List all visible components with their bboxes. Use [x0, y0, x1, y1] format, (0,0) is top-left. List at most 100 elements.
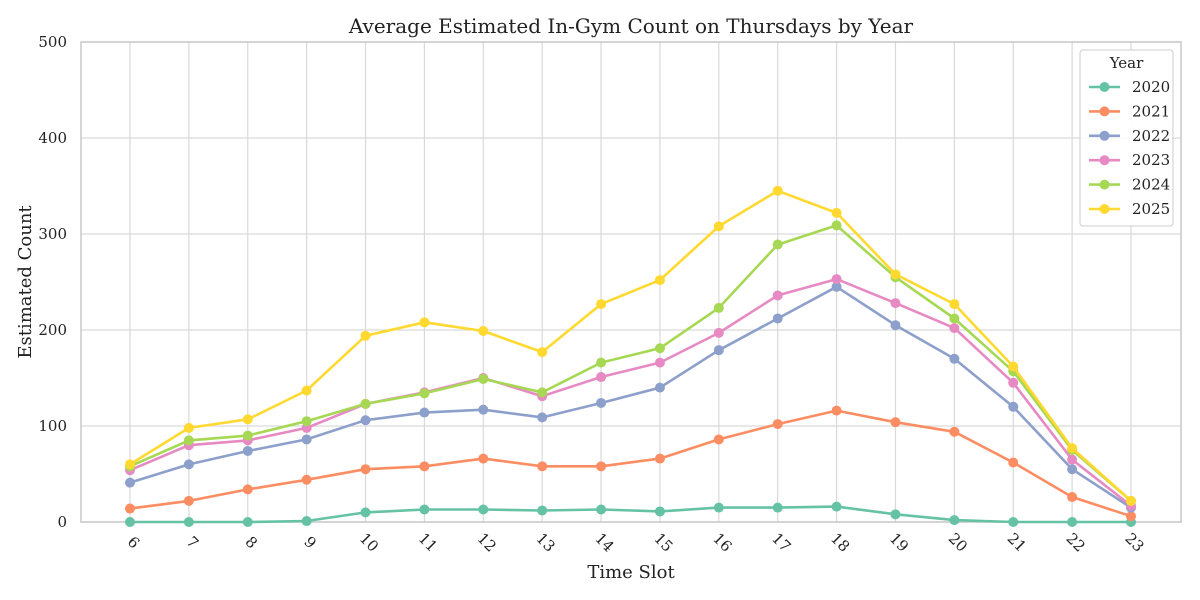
- data-point: [596, 372, 607, 383]
- legend-label: 2025: [1132, 200, 1170, 218]
- data-point: [654, 357, 665, 368]
- data-point: [831, 220, 842, 231]
- data-point: [772, 419, 783, 430]
- data-point: [831, 281, 842, 292]
- y-tick-label: 300: [38, 225, 67, 243]
- plot-frame: [80, 41, 1182, 523]
- series-line: [129, 189, 1132, 502]
- data-point: [478, 325, 489, 336]
- data-point: [242, 430, 253, 441]
- data-point: [654, 506, 665, 517]
- data-point: [949, 299, 960, 310]
- legend-item: 2020: [1089, 78, 1170, 96]
- series-2022: [125, 281, 1136, 513]
- data-point: [537, 461, 548, 472]
- series-line: [129, 409, 1132, 518]
- data-point: [419, 504, 430, 515]
- data-point: [772, 239, 783, 250]
- data-point: [183, 459, 194, 470]
- data-point: [949, 323, 960, 334]
- data-point: [360, 330, 371, 341]
- data-point: [1067, 464, 1078, 475]
- y-tick-label: 100: [38, 417, 67, 435]
- data-point: [949, 515, 960, 526]
- data-point: [301, 434, 312, 445]
- series-2021: [125, 405, 1136, 522]
- data-point: [1067, 492, 1078, 503]
- data-point: [772, 502, 783, 513]
- legend-item: 2023: [1089, 151, 1170, 169]
- data-point: [419, 317, 430, 328]
- data-point: [183, 435, 194, 446]
- legend-item: 2025: [1089, 200, 1170, 218]
- data-point: [183, 517, 194, 527]
- data-point: [1126, 511, 1136, 522]
- data-point: [242, 484, 253, 495]
- data-point: [537, 505, 548, 516]
- legend-label: 2020: [1132, 78, 1170, 96]
- data-point: [125, 477, 135, 488]
- chart-title: Average Estimated In-Gym Count on Thursd…: [348, 14, 914, 38]
- data-point: [360, 464, 371, 475]
- data-point: [242, 445, 253, 456]
- data-point: [419, 461, 430, 472]
- legend-marker: [1099, 155, 1110, 166]
- data-point: [478, 504, 489, 515]
- data-point: [831, 405, 842, 416]
- y-tick-label: 500: [38, 33, 67, 51]
- data-point: [183, 495, 194, 506]
- data-point: [713, 327, 724, 338]
- data-point: [596, 357, 607, 368]
- y-tick-labels: 0 100 200 300 400 500: [38, 33, 67, 531]
- data-point: [772, 290, 783, 301]
- data-point: [242, 414, 253, 425]
- legend-marker: [1099, 82, 1110, 92]
- data-point: [537, 412, 548, 423]
- data-point: [890, 320, 901, 331]
- data-point: [1008, 401, 1019, 412]
- data-point: [654, 453, 665, 464]
- series-2025: [125, 185, 1136, 506]
- data-point: [301, 385, 312, 396]
- data-point: [949, 313, 960, 324]
- legend-item: 2024: [1089, 176, 1170, 194]
- legend-label: 2024: [1132, 176, 1170, 194]
- legend-label: 2021: [1132, 102, 1170, 120]
- data-point: [1067, 517, 1078, 527]
- legend-label: 2022: [1132, 127, 1170, 145]
- data-point: [537, 347, 548, 358]
- data-point: [949, 426, 960, 437]
- data-point: [478, 373, 489, 384]
- series-line: [130, 505, 1131, 524]
- data-point: [713, 302, 724, 313]
- legend-marker: [1099, 130, 1110, 141]
- data-point: [831, 274, 842, 285]
- legend-item: 2022: [1089, 127, 1170, 145]
- data-point: [890, 417, 901, 428]
- data-point: [360, 507, 371, 518]
- data-point: [890, 298, 901, 309]
- data-point: [1067, 454, 1078, 465]
- data-point: [949, 353, 960, 364]
- x-axis-label: Time Slot: [587, 562, 675, 583]
- data-point: [1008, 457, 1019, 468]
- data-point: [183, 422, 194, 433]
- series-line: [129, 224, 1132, 502]
- legend-title: Year: [1109, 54, 1144, 72]
- y-tick-label: 200: [38, 321, 67, 339]
- data-point: [713, 345, 724, 356]
- legend-marker: [1099, 106, 1110, 117]
- data-point: [596, 461, 607, 472]
- data-point: [654, 382, 665, 393]
- legend-marker: [1099, 179, 1110, 190]
- data-point: [1067, 443, 1078, 454]
- data-point: [772, 185, 783, 196]
- data-point: [478, 404, 489, 415]
- data-point: [713, 502, 724, 513]
- data-point: [654, 343, 665, 354]
- y-tick-label: 400: [38, 129, 67, 147]
- data-point: [419, 407, 430, 418]
- data-point: [772, 313, 783, 324]
- data-point: [537, 387, 548, 398]
